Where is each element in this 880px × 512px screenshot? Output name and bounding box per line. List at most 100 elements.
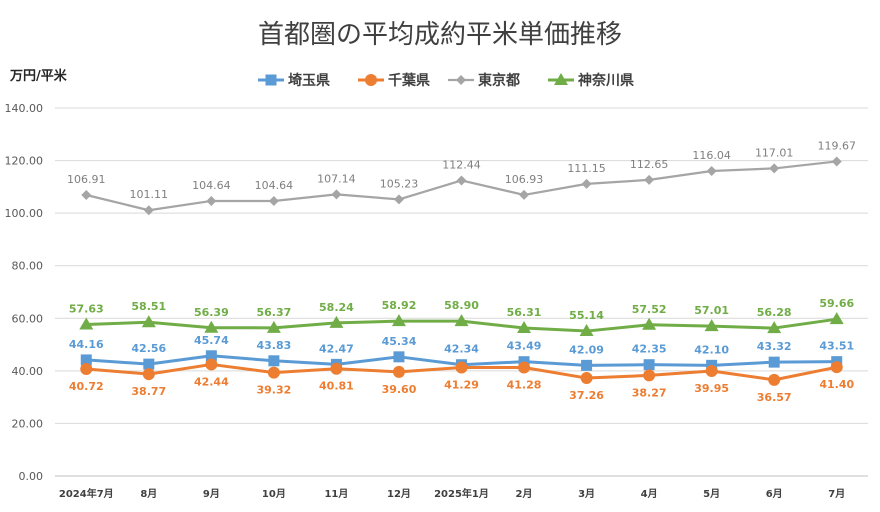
x-tick-label: 4月 (641, 488, 658, 500)
series-layer: 44.16 42.56 45.74 43.83 42.47 45.34 42.34 43.49… (67, 139, 856, 403)
y-tick-label: 80.00 (12, 260, 44, 273)
data-label: 42.56 (131, 342, 166, 355)
data-label: 40.81 (319, 380, 354, 393)
x-tick-label: 6月 (766, 488, 783, 500)
data-point (705, 364, 718, 377)
y-tick-label: 60.00 (12, 312, 44, 325)
legend-label: 東京都 (478, 72, 520, 89)
chart-title: 首都圏の平均成約平米単価推移 (258, 20, 622, 50)
data-label: 43.51 (819, 340, 854, 353)
data-point (81, 189, 92, 200)
data-point (580, 372, 593, 385)
y-tick-label: 100.00 (5, 207, 44, 220)
data-label: 106.91 (67, 173, 106, 186)
legend-label: 埼玉県 (288, 72, 330, 89)
series-circle: 40.72 38.77 42.44 39.32 40.81 39.60 41.29 41.28… (69, 358, 854, 404)
legend-label: 千葉県 (388, 72, 430, 89)
data-label: 56.28 (757, 306, 792, 319)
data-point (518, 361, 531, 374)
data-label: 42.44 (194, 375, 229, 388)
x-tick-label: 2月 (516, 488, 533, 500)
legend-marker (365, 74, 377, 86)
data-label: 58.24 (319, 301, 354, 314)
x-axis-ticks: 2024年7月 8月 9月 10月 11月 12月 2025年1月 2月 3月 4月 5月 6月 7月 (59, 487, 845, 500)
data-label: 43.32 (757, 340, 792, 353)
data-point (581, 178, 592, 189)
data-point (204, 320, 219, 333)
data-label: 55.14 (569, 309, 604, 322)
legend-label: 神奈川県 (578, 72, 634, 89)
data-label: 56.37 (256, 306, 291, 319)
data-label: 44.16 (69, 338, 104, 351)
data-point (392, 365, 405, 378)
data-point (206, 195, 217, 206)
data-label: 36.57 (757, 391, 792, 404)
data-point (268, 355, 280, 367)
data-label: 42.34 (444, 343, 479, 356)
data-point (331, 189, 342, 200)
data-point (143, 358, 155, 370)
data-point (330, 362, 343, 375)
data-point (581, 359, 593, 371)
x-tick-label: 10月 (262, 488, 286, 500)
data-point (205, 358, 218, 371)
data-label: 41.28 (507, 378, 542, 391)
data-point (454, 314, 469, 327)
legend-marker (554, 73, 568, 85)
y-tick-label: 140.00 (5, 102, 44, 115)
data-point (455, 361, 468, 374)
data-point (393, 351, 405, 363)
data-label: 39.32 (256, 384, 291, 397)
x-tick-label: 8月 (140, 488, 157, 500)
data-point (80, 354, 92, 366)
data-label: 105.23 (380, 177, 419, 190)
data-point (329, 315, 344, 328)
x-tick-label: 2024年7月 (59, 487, 114, 500)
data-label: 39.95 (694, 382, 729, 395)
data-label: 111.15 (567, 162, 606, 175)
data-label: 41.40 (819, 378, 854, 391)
data-label: 104.64 (192, 179, 231, 192)
gridlines (55, 107, 868, 477)
data-point (769, 163, 780, 174)
x-tick-label: 3月 (578, 488, 595, 500)
data-point (456, 175, 467, 186)
legend: 埼玉県 千葉県 東京都 神奈川県 (258, 72, 634, 89)
data-label: 42.35 (632, 343, 667, 356)
data-point (267, 366, 280, 379)
y-tick-label: 120.00 (5, 155, 44, 168)
data-label: 57.01 (694, 304, 729, 317)
data-label: 42.10 (694, 343, 729, 356)
legend-item: 埼玉県 (258, 72, 330, 89)
data-label: 45.34 (382, 335, 417, 348)
legend-marker (456, 75, 466, 85)
data-label: 39.60 (382, 383, 417, 396)
data-point (643, 369, 656, 382)
data-label: 58.90 (444, 299, 479, 312)
data-label: 104.64 (255, 179, 294, 192)
legend-marker (265, 74, 277, 86)
data-point (519, 189, 530, 200)
data-label: 117.01 (755, 146, 794, 159)
data-label: 106.93 (505, 173, 544, 186)
data-point (79, 317, 94, 330)
data-label: 107.14 (317, 172, 356, 185)
data-point (642, 317, 657, 330)
data-label: 42.47 (319, 342, 354, 355)
x-tick-label: 9月 (203, 488, 220, 500)
data-label: 45.74 (194, 334, 229, 347)
data-point (768, 373, 781, 386)
data-point (831, 156, 842, 167)
data-point (391, 314, 406, 327)
data-label: 40.72 (69, 380, 104, 393)
data-label: 38.27 (632, 386, 667, 399)
legend-item: 東京都 (448, 72, 520, 89)
legend-item: 千葉県 (358, 72, 430, 89)
data-point (517, 320, 532, 333)
data-point (644, 174, 655, 185)
y-tick-label: 40.00 (12, 365, 44, 378)
data-label: 116.04 (692, 149, 731, 162)
data-point (266, 320, 281, 333)
data-label: 41.29 (444, 378, 479, 391)
